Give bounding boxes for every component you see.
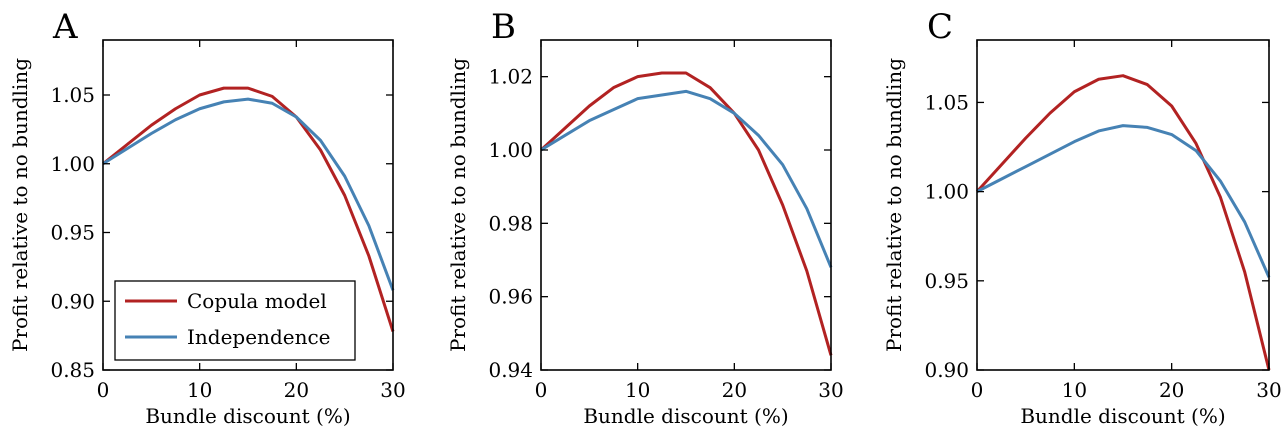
series-line-copula-model — [539, 71, 833, 356]
y-tick-label: 1.00 — [924, 180, 969, 204]
y-tick-label: 0.90 — [50, 289, 95, 313]
legend-label-independence: Independence — [187, 325, 331, 349]
y-tick-label: 1.00 — [488, 138, 533, 162]
y-tick-label: 1.05 — [924, 90, 969, 114]
series-line-independence — [540, 89, 833, 268]
panel-label: A — [52, 7, 78, 47]
y-tick-label: 0.94 — [488, 358, 533, 382]
series-line-independence — [102, 97, 395, 291]
x-tick-label: 10 — [187, 378, 212, 402]
plot-frame — [540, 39, 832, 371]
legend-label-copula-model: Copula model — [187, 289, 327, 313]
y-tick-label: 0.95 — [50, 221, 95, 245]
y-axis-label: Profit relative to no bundling — [882, 58, 906, 352]
panel-label: C — [927, 7, 953, 47]
series-line-copula-model — [102, 86, 395, 332]
y-tick-label: 0.96 — [488, 285, 533, 309]
y-tick-label: 1.05 — [50, 83, 95, 107]
y-tick-label: 0.85 — [50, 358, 95, 382]
y-tick-label: 0.90 — [924, 358, 969, 382]
x-tick-label: 30 — [818, 378, 843, 402]
y-tick-label: 1.00 — [50, 152, 95, 176]
y-tick-label: 0.95 — [924, 269, 969, 293]
x-tick-label: 30 — [380, 378, 405, 402]
x-tick-label: 20 — [284, 378, 309, 402]
series-line-independence — [976, 124, 1271, 278]
plot-frame — [976, 39, 1270, 371]
chart-panel-c: 0 10 20 30 0.90 0.95 1.00 1.05 Bundle discount (… — [882, 7, 1282, 428]
plot-frame — [102, 39, 394, 371]
x-tick-label: 20 — [1159, 378, 1184, 402]
y-axis-label: Profit relative to no bundling — [446, 58, 470, 352]
series-line-copula-model — [975, 74, 1271, 371]
x-axis-label: Bundle discount (%) — [583, 404, 788, 428]
y-axis-label: Profit relative to no bundling — [8, 58, 32, 352]
x-tick-label: 0 — [535, 378, 548, 402]
x-tick-label: 30 — [1256, 378, 1281, 402]
legend: Copula model Independence — [114, 280, 356, 361]
x-tick-label: 10 — [1062, 378, 1087, 402]
x-tick-label: 10 — [625, 378, 650, 402]
chart-panel-b: 0 10 20 30 0.94 0.96 0.98 1.00 1.02 Bundle discou… — [446, 7, 844, 428]
panel-label: B — [491, 7, 516, 47]
y-tick-label: 1.02 — [488, 65, 533, 89]
x-tick-label: 20 — [722, 378, 747, 402]
x-axis-label: Bundle discount (%) — [145, 404, 350, 428]
x-tick-label: 0 — [971, 378, 984, 402]
x-tick-label: 0 — [97, 378, 110, 402]
x-axis-label: Bundle discount (%) — [1020, 404, 1225, 428]
legend-box — [114, 280, 356, 361]
y-tick-label: 0.98 — [488, 211, 533, 235]
chart-panel-a: 0 10 20 30 0.85 0.90 0.95 1.00 1.05 Bundle discou… — [8, 7, 406, 428]
